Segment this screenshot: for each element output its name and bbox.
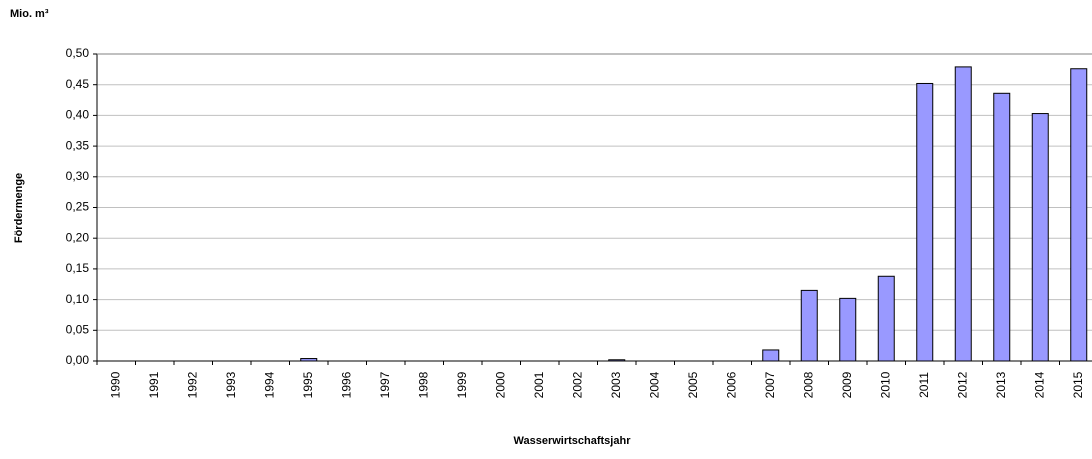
y-tick-label: 0,20 [66,230,90,244]
x-tick-label: 1998 [416,371,430,398]
x-tick-label: 1993 [224,371,238,398]
x-tick-label: 2013 [994,371,1008,398]
bar [1031,113,1049,362]
x-tick-label: 1995 [301,371,315,398]
y-tick-label: 0,35 [66,138,90,152]
y-tick-label: 0,05 [66,322,90,336]
x-tick-label: 2001 [532,371,546,398]
x-axis-label: Wasserwirtschaftsjahr [514,435,632,447]
x-tick-label: 2004 [647,371,661,398]
unit-label: Mio. m³ [10,8,49,20]
y-tick-label: 0,00 [66,353,90,367]
x-tick-label: 2011 [917,372,931,398]
x-tick-label: 2006 [724,371,738,398]
y-tick-label: 0,45 [66,77,90,91]
x-tick-label: 2000 [493,371,507,398]
y-tick-label: 0,50 [66,46,90,60]
x-tick-label: 2005 [686,371,700,398]
x-tick-label: 2010 [878,371,892,398]
y-tick-label: 0,30 [66,169,90,183]
x-tick-label: 2008 [801,371,815,398]
bar [877,275,895,362]
y-tick-label: 0,25 [66,200,90,214]
y-tick-label: 0,40 [66,108,90,122]
bar [800,289,818,362]
y-tick-label: 0,15 [66,261,90,275]
y-axis-label: Fördermenge [13,173,25,243]
x-tick-label: 2014 [1032,371,1046,398]
y-tick-label: 0,10 [66,292,90,306]
bar [762,349,780,362]
x-tick-label: 1999 [455,371,469,398]
bar [1070,68,1088,362]
x-tick-label: 1997 [378,371,392,398]
x-tick-label: 2003 [609,371,623,398]
x-tick-label: 2009 [840,371,854,398]
bar [839,297,857,362]
x-tick-label: 2012 [955,371,969,398]
x-tick-label: 1990 [108,371,122,398]
x-tick-label: 2002 [570,371,584,398]
x-tick-label: 1991 [147,371,161,398]
bar [916,82,934,362]
x-tick-label: 1992 [185,371,199,398]
x-tick-label: 1994 [262,371,276,398]
x-tick-label: 2007 [763,371,777,398]
bar [993,92,1011,362]
x-tick-label: 1996 [339,371,353,398]
bar [954,66,972,362]
x-tick-label: 2015 [1071,371,1085,398]
